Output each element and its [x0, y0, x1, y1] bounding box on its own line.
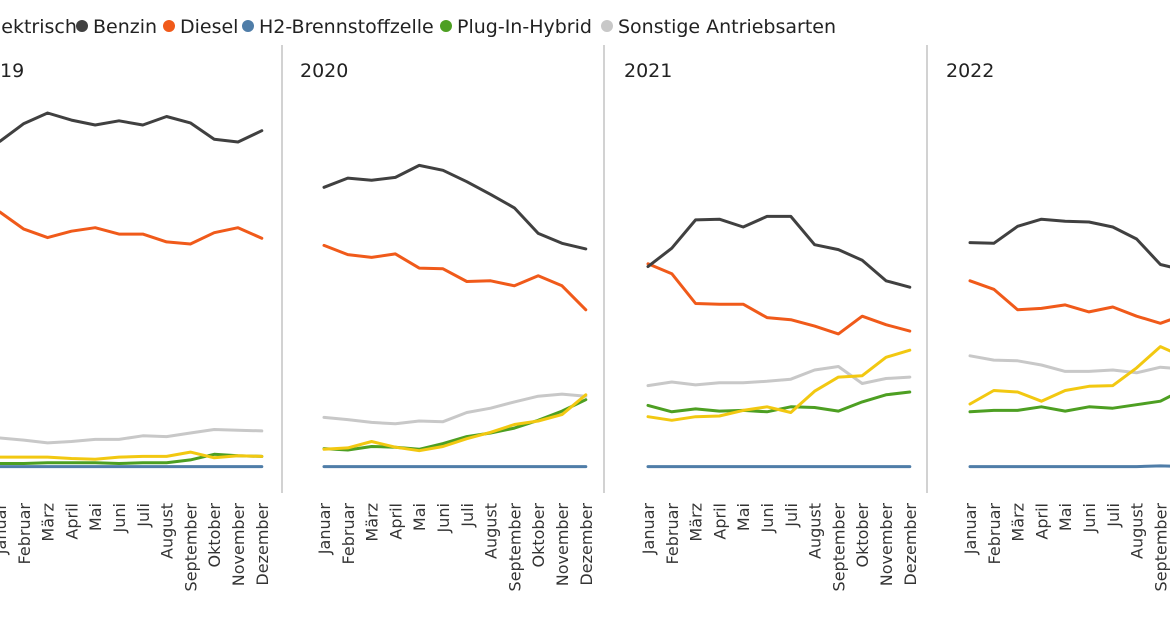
x-tick-label: Februar — [985, 503, 1004, 565]
x-tick-label: Januar — [639, 503, 658, 556]
x-tick-label: November — [229, 503, 248, 587]
legend-label-benzin: Benzin — [93, 16, 157, 38]
legend-item-diesel: Diesel — [163, 16, 238, 38]
legend-label-diesel: Diesel — [180, 16, 238, 38]
series-line-elektrisch-2022 — [968, 345, 1170, 406]
legend-marker-diesel — [163, 20, 175, 32]
x-tick-label: August — [806, 503, 825, 559]
series-line-sonstige-antriebsarten-2021 — [646, 365, 912, 388]
x-tick-label: September — [181, 503, 200, 592]
legend-item-benzin: Benzin — [76, 16, 157, 38]
panel-title-2020: 2020 — [300, 60, 348, 82]
series-line-diesel-2019 — [0, 210, 264, 246]
x-tick-label: November — [877, 503, 896, 587]
x-tick-label: März — [1009, 503, 1028, 542]
legend: lektrisch Benzin Diesel H2-Brennstoffzelle P… — [0, 16, 836, 38]
x-tick-label: September — [505, 503, 524, 592]
x-tick-label: Februar — [663, 503, 682, 565]
x-tick-label: Januar — [0, 503, 10, 556]
x-tick-label: Juli — [1104, 503, 1123, 528]
series-line-benzin-2022 — [968, 217, 1170, 269]
legend-item-sonstige-antriebsarten: Sonstige Antriebsarten — [601, 16, 836, 38]
legend-item-elektrisch: lektrisch — [0, 16, 77, 38]
x-tick-label: Juli — [458, 503, 477, 528]
x-tick-label: Oktober — [529, 503, 548, 568]
panel-2020: 2020 Januar Februar März April Mai Juni Juli Aug… — [300, 60, 596, 591]
x-tick-label: Dezember — [577, 503, 596, 586]
x-tick-label: März — [687, 503, 706, 542]
legend-marker-plug-in-hybrid — [440, 20, 452, 32]
x-tick-label: Februar — [15, 503, 34, 565]
x-tick-label: August — [1128, 503, 1147, 559]
legend-item-plug-in-hybrid: Plug-In-Hybrid — [440, 16, 592, 38]
series-line-plug-in-hybrid-2019 — [0, 452, 264, 465]
x-tick-label: September — [829, 503, 848, 592]
legend-marker-h2-brennstoffzelle — [242, 20, 254, 32]
x-tick-label: August — [482, 503, 501, 559]
x-tick-label: August — [158, 503, 177, 559]
series-line-h2-brennstoffzelle-2022 — [968, 464, 1170, 469]
x-tick-label: Oktober — [205, 503, 224, 568]
x-tick-label: Juli — [782, 503, 801, 528]
x-tick-label: März — [363, 503, 382, 542]
x-tick-label: April — [62, 503, 81, 540]
x-tick-label: Oktober — [853, 503, 872, 568]
x-tick-label: Mai — [86, 503, 105, 531]
panel-2019: 19 Januar Februar März April Mai Juni Juli Augus… — [0, 60, 272, 591]
series-line-benzin-2019 — [0, 111, 264, 144]
x-tick-label: Mai — [410, 503, 429, 531]
legend-label-sonstige-antriebsarten: Sonstige Antriebsarten — [618, 16, 836, 38]
series-line-diesel-2020 — [322, 243, 588, 312]
series-line-sonstige-antriebsarten-2019 — [0, 428, 264, 445]
legend-marker-sonstige-antriebsarten — [601, 20, 613, 32]
series-line-elektrisch-2020 — [322, 393, 588, 453]
panel-title-2021: 2021 — [624, 60, 672, 82]
x-tick-label: Juni — [434, 503, 453, 533]
x-tick-label: Mai — [734, 503, 753, 531]
series-line-elektrisch-2021 — [646, 348, 912, 422]
x-tick-label: Mai — [1056, 503, 1075, 531]
x-tick-label: Januar — [961, 503, 980, 556]
x-tick-label: April — [710, 503, 729, 540]
panel-title-2022: 2022 — [946, 60, 994, 82]
legend-item-h2-brennstoffzelle: H2-Brennstoffzelle — [242, 16, 434, 38]
legend-label-h2-brennstoffzelle: H2-Brennstoffzelle — [259, 16, 434, 38]
panel-2021: 2021 Januar Februar März April Mai Juni Juli Aug… — [624, 60, 920, 591]
series-line-diesel-2021 — [646, 262, 912, 336]
x-tick-label: Dezember — [253, 503, 272, 586]
panel-2022: 2022 Januar Februar März April Mai Juni Juli Aug… — [946, 60, 1170, 591]
legend-marker-benzin — [76, 20, 88, 32]
series-line-benzin-2020 — [322, 163, 588, 251]
x-tick-label: März — [39, 503, 58, 542]
x-tick-label: Dezember — [901, 503, 920, 586]
series-line-elektrisch-2019 — [0, 450, 264, 461]
x-tick-label: Juli — [134, 503, 153, 528]
x-tick-label: November — [553, 503, 572, 587]
x-tick-label: Februar — [339, 503, 358, 565]
x-tick-label: Juni — [758, 503, 777, 533]
series-line-sonstige-antriebsarten-2020 — [322, 392, 588, 426]
x-tick-label: September — [1151, 503, 1170, 592]
x-tick-label: Januar — [315, 503, 334, 556]
x-tick-label: Juni — [1080, 503, 1099, 533]
series-line-diesel-2022 — [968, 279, 1170, 325]
series-line-benzin-2021 — [646, 214, 912, 289]
x-tick-label: April — [1032, 503, 1051, 540]
x-tick-label: April — [386, 503, 405, 540]
x-tick-label: Juni — [110, 503, 129, 533]
legend-label-elektrisch: lektrisch — [0, 16, 77, 38]
legend-label-plug-in-hybrid: Plug-In-Hybrid — [457, 16, 592, 38]
series-line-sonstige-antriebsarten-2022 — [968, 354, 1170, 375]
panel-title-2019: 19 — [0, 60, 24, 82]
series-line-plug-in-hybrid-2022 — [968, 394, 1170, 414]
